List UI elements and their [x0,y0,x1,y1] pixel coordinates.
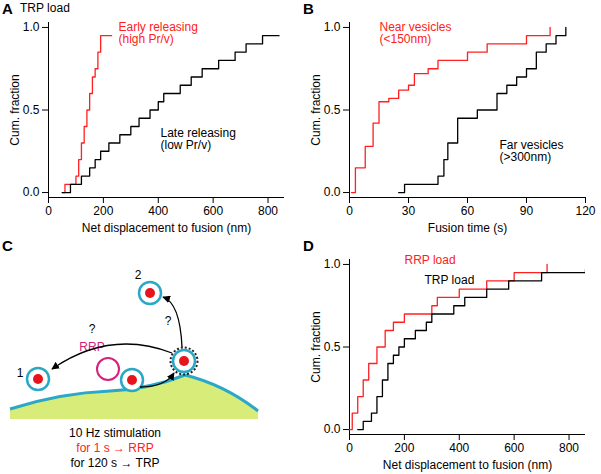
svg-text:400: 400 [148,204,168,218]
html-text:C: C [2,237,13,254]
svg-text:1.0: 1.0 [324,257,341,271]
svg-text:Near vesicles(<150nm): Near vesicles(<150nm) [380,20,452,46]
svg-text:for 120 s → TRP: for 120 s → TRP [70,456,159,470]
svg-text:200: 200 [394,441,414,455]
svg-text:RRP: RRP [79,340,105,354]
svg-text:60: 60 [461,204,475,218]
svg-text:TRP load: TRP load [425,273,475,287]
svg-text:0: 0 [346,441,353,455]
svg-text:for 1 s → RRP: for 1 s → RRP [76,441,153,455]
svg-text:120: 120 [575,204,595,218]
html-text:A: A [2,0,13,17]
svg-text:Net displacement to fusion (nm: Net displacement to fusion (nm) [383,458,552,472]
svg-text:Cum. fraction: Cum. fraction [8,74,22,145]
svg-text:1.0: 1.0 [324,20,341,34]
svg-text:0.0: 0.0 [324,185,341,199]
svg-text:600: 600 [203,204,223,218]
svg-text:0.5: 0.5 [324,103,341,117]
svg-text:Fusion time (s): Fusion time (s) [428,221,507,235]
svg-text:0.5: 0.5 [23,103,40,117]
svg-text:0: 0 [45,204,52,218]
svg-text:Early releasing(high Pr/v): Early releasing(high Pr/v) [119,20,198,46]
svg-text:800: 800 [559,441,579,455]
svg-text:?: ? [165,314,172,328]
svg-text:10 Hz stimulation: 10 Hz stimulation [69,426,161,440]
svg-text:0.5: 0.5 [324,340,341,354]
svg-text:90: 90 [520,204,534,218]
svg-text:800: 800 [258,204,278,218]
svg-text:Late releasing(low Pr/v): Late releasing(low Pr/v) [161,126,236,152]
svg-text:2: 2 [135,268,142,282]
svg-text:0.0: 0.0 [324,422,341,436]
svg-text:1.0: 1.0 [23,20,40,34]
html-text:TRP load: TRP load [20,1,70,15]
svg-text:1: 1 [17,366,24,380]
svg-text:Cum. fraction: Cum. fraction [309,311,323,382]
svg-text:?: ? [89,322,96,336]
svg-text:200: 200 [93,204,113,218]
svg-text:0: 0 [346,204,353,218]
svg-text:Cum. fraction: Cum. fraction [309,74,323,145]
html-text:D: D [303,237,314,254]
svg-text:Far vesicles(>300nm): Far vesicles(>300nm) [500,138,564,164]
svg-text:400: 400 [449,441,469,455]
html-text:B: B [303,0,314,17]
svg-text:0.0: 0.0 [23,185,40,199]
svg-text:600: 600 [504,441,524,455]
svg-text:30: 30 [402,204,416,218]
svg-text:RRP load: RRP load [405,253,456,267]
svg-text:Net displacement to fusion (nm: Net displacement to fusion (nm) [82,221,251,235]
